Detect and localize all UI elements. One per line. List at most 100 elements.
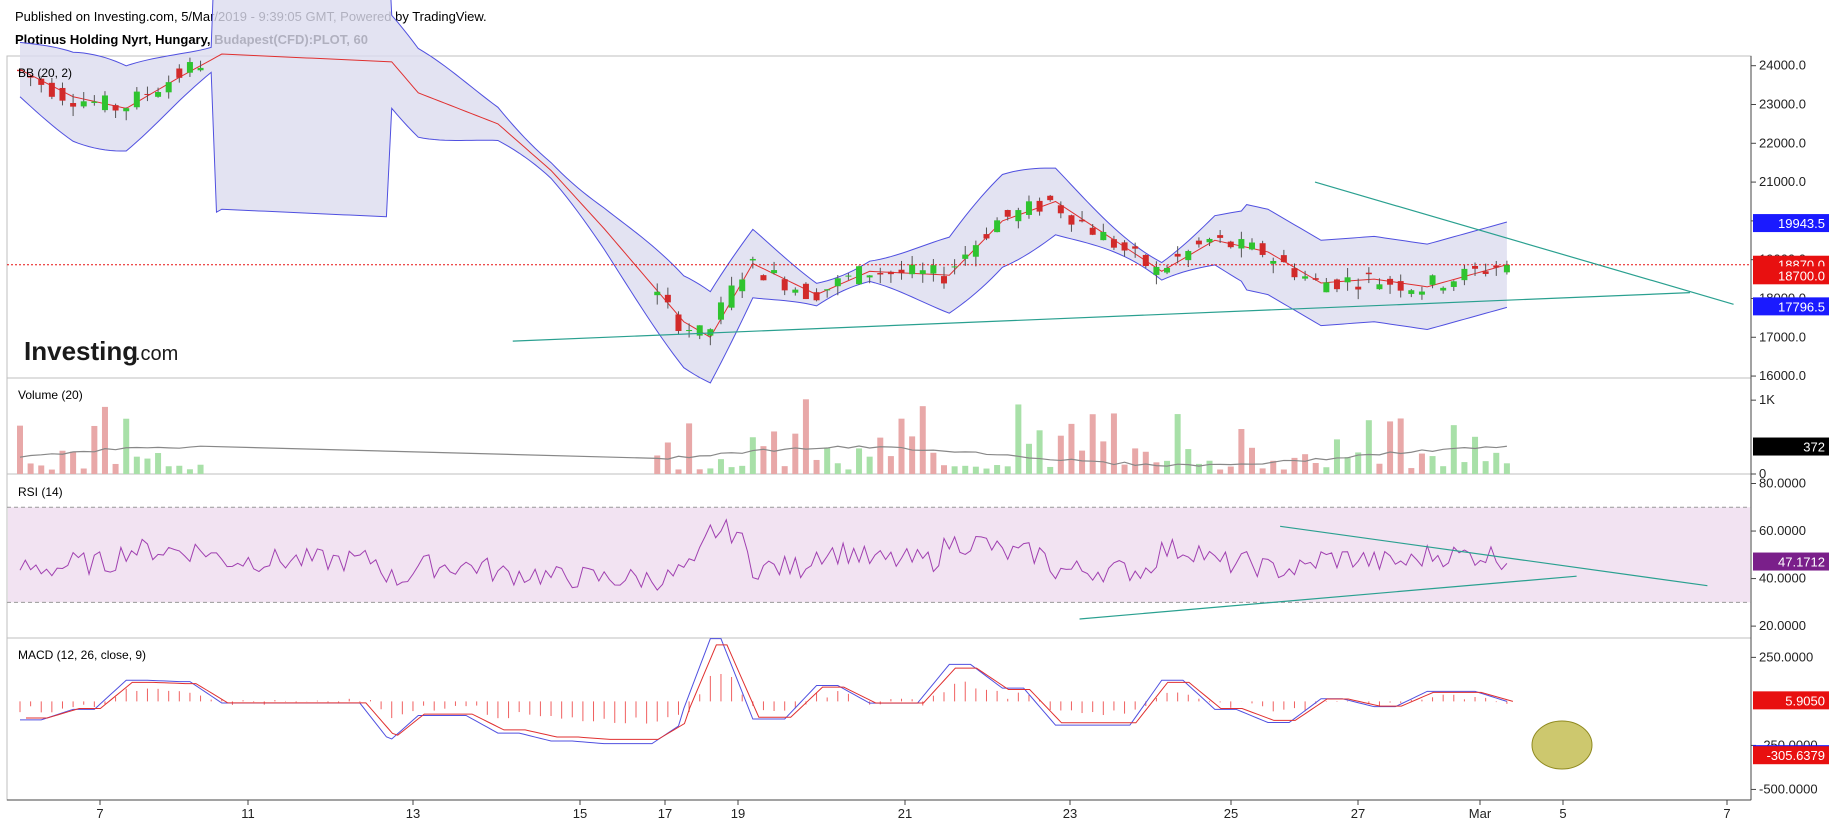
candle-body — [760, 275, 767, 281]
volume-bar — [1036, 430, 1043, 474]
candle-body — [70, 103, 77, 107]
candle-body — [1047, 195, 1054, 201]
volume-bar — [48, 469, 55, 474]
candle-body — [1025, 201, 1032, 215]
volume-bar — [38, 465, 45, 474]
candle-body — [1132, 246, 1139, 249]
volume-bar — [133, 456, 140, 474]
volume-bar — [707, 468, 714, 474]
candle-body — [1259, 243, 1266, 255]
candle-body — [824, 289, 831, 291]
volume-bar — [1217, 469, 1224, 474]
volume-bar — [27, 463, 34, 474]
candle-body — [1397, 281, 1404, 291]
volume-bar — [1355, 452, 1362, 474]
price-tag-bg — [1753, 266, 1829, 285]
volume-bar — [1259, 468, 1266, 474]
volume-bar — [824, 447, 831, 474]
candle-body — [1365, 272, 1372, 275]
macd-axis-tick-label: 250.0000 — [1759, 649, 1813, 664]
candle-body — [1270, 260, 1277, 264]
volume-bar — [877, 437, 884, 474]
candle-body — [717, 302, 724, 320]
time-axis-label: 27 — [1351, 806, 1365, 821]
candle-body — [155, 92, 162, 97]
volume-bar — [186, 469, 193, 474]
candle-body — [866, 275, 873, 278]
candle-body — [1493, 265, 1500, 268]
volume-bar — [1461, 462, 1468, 474]
volume-bar — [1238, 429, 1245, 474]
candle-body — [1429, 275, 1436, 285]
volume-bar — [919, 406, 926, 474]
candle-body — [133, 91, 140, 108]
candle-body — [48, 82, 55, 97]
time-axis-label: 5 — [1559, 806, 1566, 821]
volume-bar — [771, 431, 778, 474]
logo-text: Investing — [24, 336, 138, 366]
candle-body — [1195, 240, 1202, 245]
macd-pane[interactable] — [6, 637, 1752, 801]
volume-bar — [845, 469, 852, 474]
candle-body — [1355, 286, 1362, 290]
volume-bar — [834, 463, 841, 474]
candle-body — [1312, 278, 1319, 280]
rsi-axis-tick-label: 20.0000 — [1759, 618, 1806, 633]
time-axis-label: 17 — [658, 806, 672, 821]
candle-body — [27, 76, 34, 78]
volume-bar — [1249, 447, 1255, 474]
candle-body — [1450, 281, 1457, 287]
price-axis-tick-label: 22000.0 — [1759, 135, 1806, 150]
volume-bar — [1302, 454, 1309, 474]
volume-axis-tick-label: 1K — [1759, 392, 1775, 407]
rsi-trendline-lower — [1079, 575, 1577, 620]
volume-bar — [887, 456, 894, 474]
candle-body — [1280, 255, 1287, 263]
volume-bar — [1206, 460, 1213, 474]
candle-body — [197, 67, 204, 71]
candle-body — [972, 245, 979, 257]
rsi-trendline-upper — [1280, 525, 1708, 587]
time-axis-label: 13 — [406, 806, 420, 821]
volume-bar — [1025, 443, 1032, 474]
candle-body — [919, 270, 926, 274]
time-axis-label: 25 — [1224, 806, 1238, 821]
volume-bar — [728, 467, 735, 474]
time-axis-label: 7 — [96, 806, 103, 821]
candle-body — [1238, 239, 1245, 249]
candle-body — [856, 266, 863, 285]
volume-tag-bg — [1753, 437, 1829, 456]
candle-body — [813, 292, 820, 301]
price-tag: 17796.5 — [1778, 299, 1825, 314]
volume-bar — [123, 418, 130, 474]
volume-bar — [898, 418, 905, 474]
volume-bar — [1174, 414, 1181, 474]
candle-body — [1249, 242, 1255, 250]
volume-bar — [1047, 466, 1054, 474]
volume-bar — [101, 406, 108, 474]
candle-body — [696, 325, 703, 336]
candle-body — [80, 101, 87, 107]
rsi-label: RSI (14) — [18, 485, 63, 499]
rsi-axis-tick-label: 80.0000 — [1759, 476, 1806, 491]
candle-body — [1323, 282, 1330, 293]
volume-bar — [1227, 466, 1234, 474]
volume-bar — [155, 453, 162, 474]
highlight-ellipse — [1531, 720, 1593, 770]
volume-bar — [1004, 466, 1011, 474]
volume-label: Volume (20) — [18, 388, 83, 402]
price-axis-tick-label: 23000.0 — [1759, 96, 1806, 111]
volume-bar — [781, 466, 788, 474]
candle-body — [930, 265, 937, 274]
candle-body — [59, 87, 66, 101]
candle-body — [1068, 215, 1075, 225]
price-trendline-upper — [1314, 181, 1734, 305]
candle-body — [1440, 287, 1447, 291]
volume-bar — [1344, 457, 1351, 474]
macd-signal-line — [26, 644, 1514, 740]
candle-body — [739, 279, 746, 292]
candle-body — [17, 69, 23, 72]
candle-body — [1153, 266, 1160, 275]
candle-body — [887, 271, 894, 275]
